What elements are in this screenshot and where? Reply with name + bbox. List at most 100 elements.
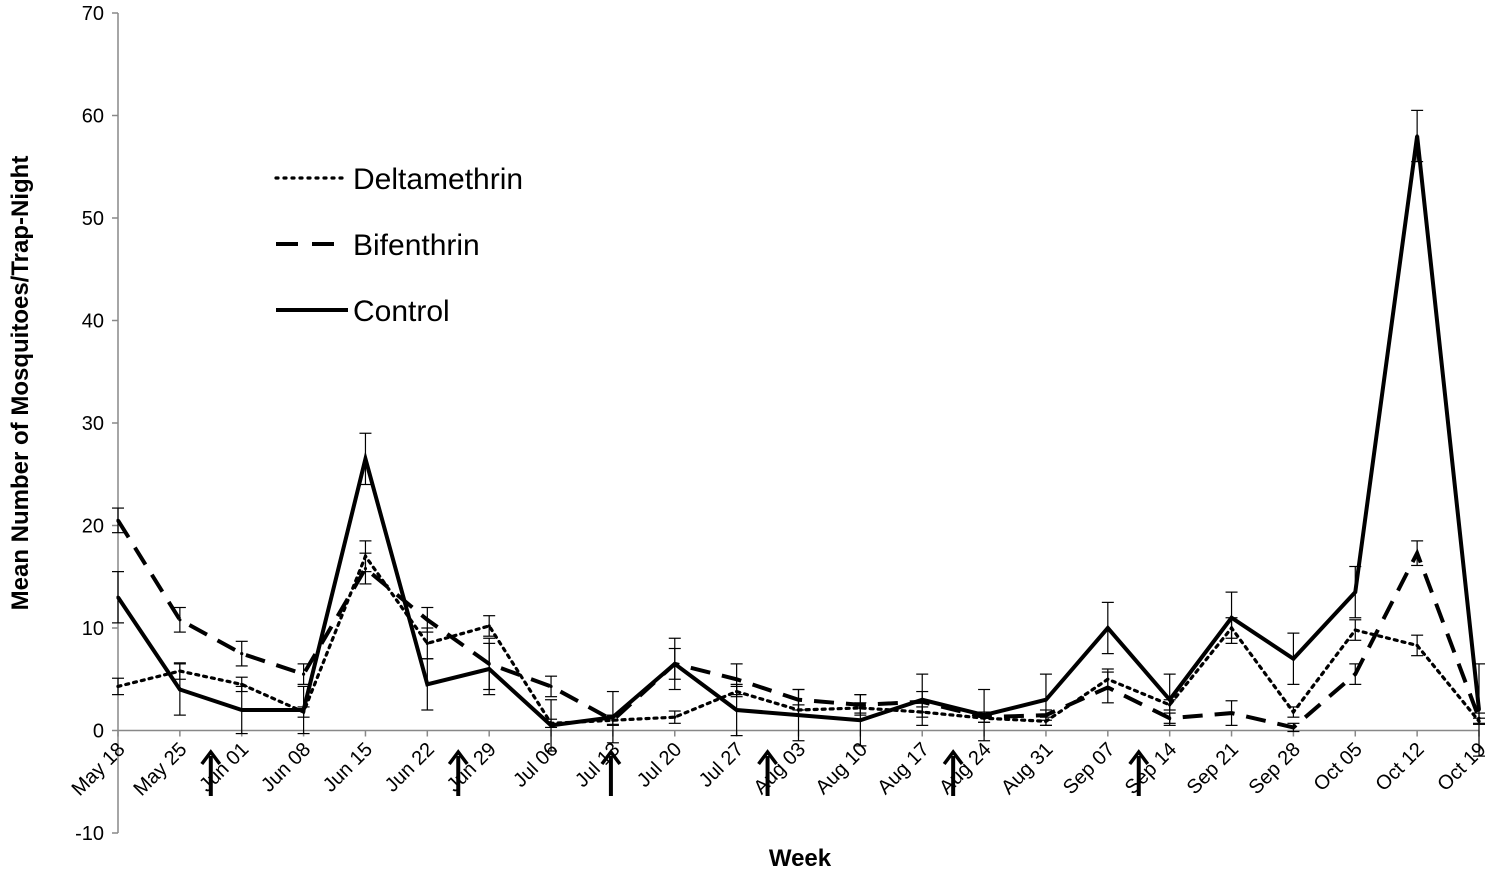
x-tick-label: May 25 <box>129 738 191 800</box>
y-tick-label: 10 <box>82 618 104 640</box>
series-layer <box>112 109 1485 757</box>
series-line <box>116 135 1481 728</box>
x-tick-label: Sep 07 <box>1059 738 1119 798</box>
data-point <box>425 641 429 645</box>
data-point <box>240 682 244 686</box>
y-tick-label: 50 <box>82 208 104 230</box>
arrow-up-icon <box>600 749 622 796</box>
arrow-head <box>757 749 778 766</box>
y-axis-title: Mean Number of Mosquitoes/Trap-Night <box>7 156 34 611</box>
arrow-head <box>447 749 469 766</box>
data-point <box>487 624 491 628</box>
data-point <box>178 687 182 692</box>
x-tick-label: Aug 31 <box>997 738 1057 798</box>
x-tick-label: Oct 12 <box>1371 738 1428 795</box>
data-point <box>982 713 986 717</box>
x-tick-label: Sep 14 <box>1121 738 1181 798</box>
legend-label-bifenthrin: Bifenthrin <box>353 229 480 262</box>
x-tick-label: Jun 22 <box>381 738 439 796</box>
data-point <box>1415 551 1419 555</box>
data-point <box>1353 590 1357 594</box>
data-point <box>1291 710 1296 714</box>
data-point <box>425 682 429 686</box>
data-point <box>673 662 677 666</box>
x-tick-label: Aug 24 <box>935 738 995 798</box>
data-point <box>1291 657 1296 661</box>
x-tick-label: Oct 05 <box>1310 738 1367 795</box>
data-point <box>240 708 244 712</box>
data-point <box>858 718 862 722</box>
data-point <box>611 715 615 719</box>
data-point <box>735 677 739 681</box>
data-point <box>301 708 306 712</box>
data-point <box>363 566 368 571</box>
data-point <box>1229 711 1234 715</box>
y-tick-label: 0 <box>93 721 104 743</box>
arrow-up-icon <box>1128 749 1150 796</box>
data-point <box>1415 134 1419 138</box>
data-point <box>1106 685 1110 690</box>
data-point <box>1477 708 1481 712</box>
data-point <box>549 723 553 727</box>
data-point <box>1044 698 1048 702</box>
data-point <box>735 708 739 712</box>
data-point <box>673 715 677 719</box>
x-tick-label: Jun 29 <box>443 738 501 796</box>
legend-label-control: Control <box>353 295 450 328</box>
arrow-up-icon <box>200 749 222 796</box>
x-tick-label: Jul 20 <box>633 738 686 791</box>
data-point <box>1353 672 1357 676</box>
x-tick-label: Sep 28 <box>1245 738 1305 798</box>
application-arrows <box>200 749 1150 796</box>
data-point <box>116 684 120 689</box>
arrow-head <box>200 749 222 766</box>
data-point <box>920 698 924 702</box>
data-point <box>425 618 429 622</box>
data-point <box>1106 626 1110 630</box>
x-tick-label: May 18 <box>68 738 130 800</box>
data-point <box>116 518 120 522</box>
x-tick-label: Jun 08 <box>257 738 315 796</box>
x-tick-label: Jun 01 <box>195 738 253 796</box>
x-axis-title: Week <box>769 845 832 872</box>
y-tick-label: 70 <box>82 3 104 25</box>
x-tick-label: Jul 27 <box>695 738 748 791</box>
series-control <box>112 109 1485 757</box>
y-tick-label: 60 <box>82 106 104 128</box>
legend: Deltamethrin Bifenthrin Control <box>274 163 523 328</box>
x-tick-label: Aug 03 <box>750 738 810 798</box>
data-point <box>1415 643 1419 648</box>
arrow-head <box>600 749 622 766</box>
data-point <box>1353 628 1357 632</box>
data-point <box>301 672 306 676</box>
arrow-up-icon <box>757 749 778 796</box>
data-point <box>1229 616 1234 620</box>
arrow-head <box>942 749 964 766</box>
legend-label-deltamethrin: Deltamethrin <box>353 163 523 196</box>
x-tick-label: Jun 15 <box>319 738 377 796</box>
x-tick-label: Jul 13 <box>571 738 624 791</box>
data-point <box>549 684 553 689</box>
arrow-up-icon <box>942 749 964 796</box>
data-point <box>1291 725 1296 730</box>
data-point <box>116 595 120 599</box>
x-tick-label: Jul 06 <box>509 738 562 791</box>
data-point <box>796 713 801 717</box>
x-tick-label: Oct 19 <box>1433 738 1489 795</box>
x-tick-label: Aug 17 <box>873 738 933 798</box>
data-point <box>1168 698 1172 702</box>
data-point <box>178 618 182 622</box>
y-tick-label: 40 <box>82 311 104 333</box>
arrow-head <box>1128 749 1150 766</box>
y-tick-label: -10 <box>75 823 104 845</box>
x-tick-label: Aug 10 <box>812 738 872 798</box>
y-tick-label: 20 <box>82 516 104 538</box>
data-point <box>487 667 491 671</box>
x-tick-label: Sep 21 <box>1183 738 1243 798</box>
y-tick-label: 30 <box>82 413 104 435</box>
data-point <box>240 652 244 656</box>
data-point <box>363 457 368 461</box>
arrow-up-icon <box>447 749 469 796</box>
